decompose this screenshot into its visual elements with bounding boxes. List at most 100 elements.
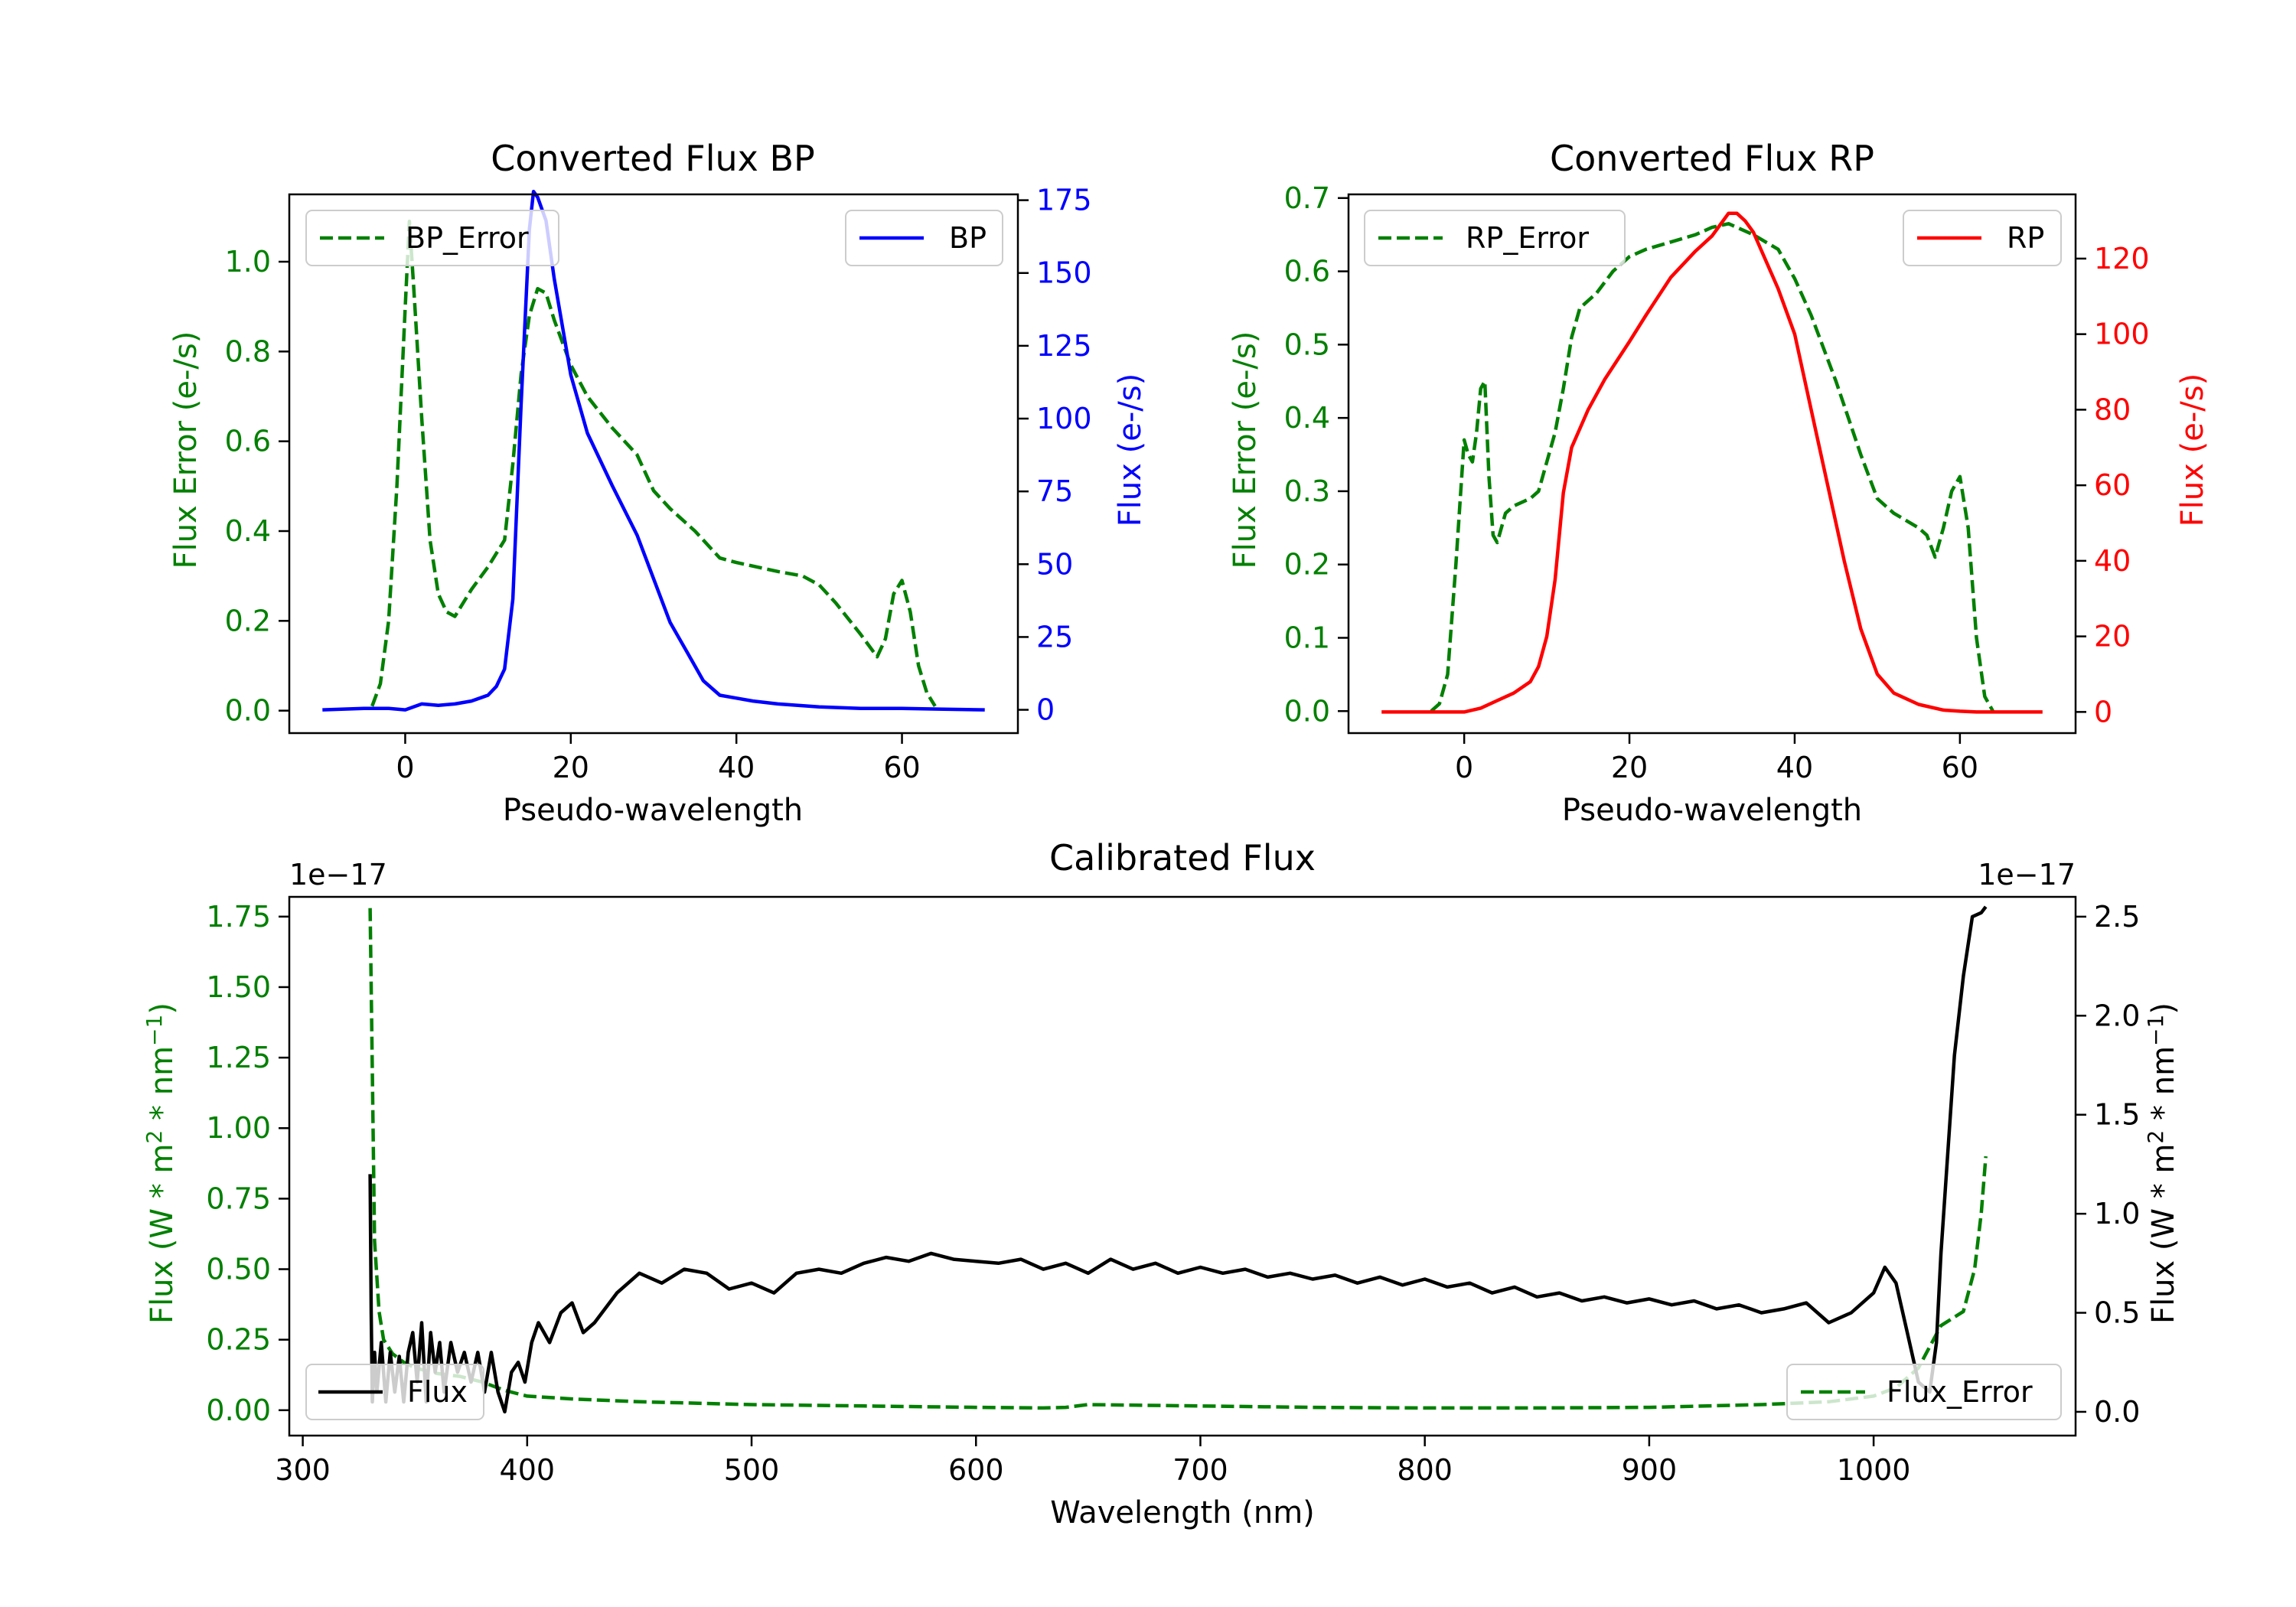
bp-title: Converted Flux BP <box>491 138 815 179</box>
bp-ylabel-right: Flux (e-/s) <box>1113 373 1148 526</box>
rp-ytick-label: 0.2 <box>1284 548 1330 582</box>
rp-ylabel-right: Flux (e-/s) <box>2175 373 2210 526</box>
rp-legend-right-box <box>1903 210 2062 266</box>
rp-ytick-right-label: 20 <box>2094 620 2131 654</box>
rp-panel: Converted Flux RP Pseudo-wavelength Flux… <box>1228 138 2210 828</box>
bp-ytick-right-label: 125 <box>1036 329 1092 363</box>
rp-ytick-right-label: 0 <box>2094 695 2112 729</box>
rp-title: Converted Flux RP <box>1550 138 1874 179</box>
cal-ytick-right-label: 0.0 <box>2094 1395 2140 1429</box>
cal-xtick-label: 1000 <box>1837 1453 1911 1487</box>
rp-ytick-label: 0.7 <box>1284 181 1330 215</box>
cal-ytick-label: 0.00 <box>206 1393 271 1427</box>
cal-ytick-right-label: 2.5 <box>2094 900 2140 934</box>
rp-ytick-label: 0.1 <box>1284 621 1330 654</box>
bp-xtick-label: 40 <box>718 751 755 784</box>
rp-xtick-label: 60 <box>1942 751 1978 784</box>
rp-ytick-label: 0.4 <box>1284 401 1330 435</box>
rp-legend-left-box <box>1364 210 1626 266</box>
cal-legend-right-box <box>1786 1364 2062 1420</box>
cal-ytick-right-label: 0.5 <box>2094 1296 2140 1330</box>
bp-ytick-right-label: 25 <box>1036 620 1073 654</box>
rp-xtick-label: 0 <box>1455 751 1473 784</box>
cal-offset-left: 1e−17 <box>289 858 387 892</box>
cal-ytick-label: 0.25 <box>206 1323 271 1357</box>
cal-panel: Calibrated Flux Wavelength (nm) 1e−17 1e… <box>142 837 2181 1530</box>
rp-ytick-right-label: 100 <box>2094 318 2150 351</box>
rp-ylabel: Flux Error (e-/s) <box>1228 331 1263 569</box>
rp-plot-area: 0 20 40 60 0.0 0.1 0.2 0.3 0.4 0.5 0.6 0.7 0 20 40 60 80… <box>1284 181 2150 784</box>
cal-ytick-label: 0.50 <box>206 1253 271 1286</box>
rp-legend-right: RP <box>1903 210 2062 266</box>
bp-legend-left: BP_Error <box>305 210 559 266</box>
cal-legend-left-box <box>305 1364 484 1420</box>
rp-legend-left: RP_Error <box>1364 210 1626 266</box>
cal-ytick-label: 1.25 <box>206 1041 271 1074</box>
cal-flux-error-legend-label: Flux_Error <box>1887 1375 2033 1409</box>
cal-title: Calibrated Flux <box>1049 837 1316 878</box>
rp-xtick-label: 40 <box>1776 751 1813 784</box>
bp-panel: Converted Flux BP Pseudo-wavelength Flux… <box>168 138 1148 828</box>
cal-ytick-right-label: 2.0 <box>2094 999 2140 1032</box>
bp-ytick-right-label: 100 <box>1036 402 1092 435</box>
cal-flux-legend-label: Flux <box>407 1375 468 1409</box>
cal-ytick-label: 1.50 <box>206 970 271 1004</box>
bp-xtick-label: 0 <box>396 751 414 784</box>
cal-xtick-label: 400 <box>500 1453 556 1487</box>
rp-ytick-label: 0.6 <box>1284 255 1330 288</box>
rp-ytick-right-label: 120 <box>2094 242 2150 275</box>
bp-series-bp-error <box>370 219 937 707</box>
bp-legend-right: BP <box>845 210 1003 266</box>
rp-error-legend-label: RP_Error <box>1466 221 1589 255</box>
bp-ytick-right-label: 0 <box>1036 693 1055 727</box>
bp-ytick-right-label: 175 <box>1036 184 1092 217</box>
bp-error-legend-label: BP_Error <box>406 221 529 255</box>
cal-ylabel: Flux (W * m2 * nm−1) <box>142 1002 180 1324</box>
bp-ylabel: Flux Error (e-/s) <box>168 331 204 569</box>
cal-ylabel-right: Flux (W * m2 * nm−1) <box>2143 1002 2181 1324</box>
bp-xlabel: Pseudo-wavelength <box>503 793 803 828</box>
cal-xtick-label: 500 <box>724 1453 780 1487</box>
cal-ytick-label: 1.00 <box>206 1111 271 1145</box>
rp-series-rp <box>1381 211 2043 714</box>
bp-series-bp <box>322 189 985 712</box>
bp-ytick-label: 0.8 <box>225 334 271 368</box>
cal-legend-right: Flux_Error <box>1786 1364 2062 1420</box>
rp-ytick-right-label: 60 <box>2094 468 2131 502</box>
bp-ytick-label: 1.0 <box>225 245 271 279</box>
rp-axes-frame <box>1347 193 2077 735</box>
cal-series-flux <box>368 905 1988 1414</box>
cal-plot-area: 300 400 500 600 700 800 900 1000 0.00 0.25 0.50 0.7… <box>206 895 2140 1487</box>
cal-xtick-label: 600 <box>948 1453 1004 1487</box>
cal-xtick-label: 800 <box>1397 1453 1453 1487</box>
cal-xtick-label: 700 <box>1172 1453 1228 1487</box>
rp-ytick-right-label: 80 <box>2094 393 2131 426</box>
bp-xtick-label: 60 <box>883 751 920 784</box>
bp-ytick-right-label: 50 <box>1036 547 1073 581</box>
cal-ytick-label: 0.75 <box>206 1182 271 1215</box>
bp-legend-left-box <box>305 210 559 266</box>
rp-ytick-label: 0.5 <box>1284 328 1330 361</box>
bp-legend-right-box <box>845 210 1003 266</box>
bp-plot-area: 0 20 40 60 0.0 0.2 0.4 0.6 0.8 1.0 0 25 50 75 100 125 15… <box>225 184 1092 784</box>
bp-ytick-label: 0.0 <box>225 694 271 728</box>
cal-ytick-right-label: 1.0 <box>2094 1197 2140 1231</box>
cal-axes-frame <box>288 895 2077 1437</box>
cal-xtick-label: 900 <box>1622 1453 1678 1487</box>
cal-legend-left: Flux <box>305 1364 484 1420</box>
rp-legend-label: RP <box>2007 221 2044 255</box>
bp-axes-frame <box>288 193 1019 735</box>
cal-offset-right: 1e−17 <box>1978 858 2076 892</box>
bp-xtick-label: 20 <box>553 751 589 784</box>
bp-ytick-right-label: 75 <box>1036 474 1073 508</box>
rp-xlabel: Pseudo-wavelength <box>1562 793 1862 828</box>
bp-legend-label: BP <box>949 221 987 255</box>
rp-xtick-label: 20 <box>1611 751 1648 784</box>
bp-ytick-label: 0.2 <box>225 604 271 637</box>
cal-xlabel: Wavelength (nm) <box>1050 1495 1315 1530</box>
rp-ytick-right-label: 40 <box>2094 544 2131 578</box>
bp-ytick-label: 0.4 <box>225 514 271 548</box>
rp-ytick-label: 0.3 <box>1284 474 1330 508</box>
bp-ytick-right-label: 150 <box>1036 256 1092 290</box>
